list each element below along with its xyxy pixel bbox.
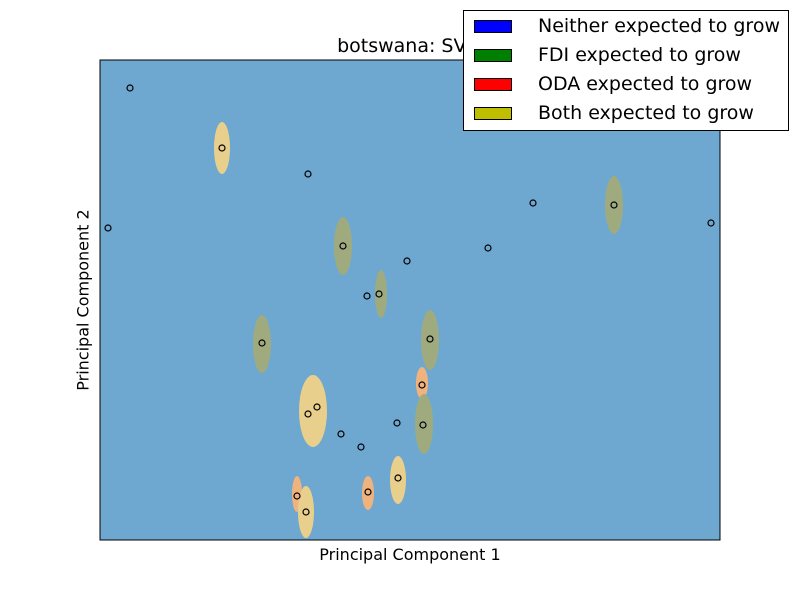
data-point-11 (363, 292, 371, 300)
data-point-20 (393, 419, 401, 427)
plot-frame (99, 59, 721, 541)
data-point-25 (364, 488, 372, 496)
data-point-21 (419, 421, 427, 429)
decision-region-3 (605, 176, 623, 234)
legend-label-oda: ODA expected to grow (538, 73, 753, 95)
data-point-9 (339, 242, 347, 250)
legend-swatch-oda (474, 77, 512, 91)
decision-region-5 (421, 310, 439, 370)
data-point-15 (418, 381, 426, 389)
data-point-5 (529, 199, 537, 207)
legend-item-oda: ODA expected to grow (474, 72, 752, 96)
legend: Neither expected to grow FDI expected to… (463, 10, 789, 131)
data-point-17 (304, 410, 312, 418)
data-point-22 (394, 474, 402, 482)
data-point-1 (126, 84, 134, 92)
decision-region-4 (375, 270, 387, 318)
data-point-16 (313, 403, 321, 411)
data-point-24 (302, 508, 310, 516)
data-point-23 (293, 492, 301, 500)
data-point-12 (375, 290, 383, 298)
chart-title: botswana: SVM (337, 35, 483, 57)
decision-regions (214, 122, 623, 538)
decision-region-6 (253, 315, 271, 373)
data-point-7 (484, 244, 492, 252)
legend-item-fdi: FDI expected to grow (474, 43, 741, 67)
decision-region-8 (299, 375, 327, 447)
decision-region-11 (362, 476, 374, 510)
data-point-13 (426, 335, 434, 343)
decision-region-1 (214, 122, 230, 174)
legend-swatch-neither (474, 19, 512, 33)
decision-region-13 (298, 486, 314, 538)
legend-label-neither: Neither expected to grow (538, 15, 780, 37)
data-point-18 (337, 430, 345, 438)
data-point-6 (707, 219, 715, 227)
decision-region-9 (415, 394, 433, 454)
legend-label-both: Both expected to grow (538, 102, 754, 124)
legend-swatch-fdi (474, 48, 512, 62)
data-point-8 (610, 201, 618, 209)
data-point-3 (304, 170, 312, 178)
data-point-14 (258, 339, 266, 347)
data-point-2 (104, 224, 112, 232)
decision-region-2 (334, 217, 352, 275)
decision-region-10 (390, 456, 406, 504)
y-axis-label: Principal Component 2 (73, 209, 93, 391)
decision-region-7 (416, 367, 428, 399)
data-point-4 (218, 144, 226, 152)
plot-area (100, 60, 720, 540)
x-axis-label: Principal Component 1 (319, 545, 501, 564)
data-point-10 (403, 257, 411, 265)
legend-item-neither: Neither expected to grow (474, 14, 780, 38)
legend-swatch-both (474, 106, 512, 120)
legend-item-both: Both expected to grow (474, 101, 754, 125)
data-point-19 (357, 443, 365, 451)
legend-label-fdi: FDI expected to grow (538, 44, 741, 66)
data-points (104, 84, 715, 516)
